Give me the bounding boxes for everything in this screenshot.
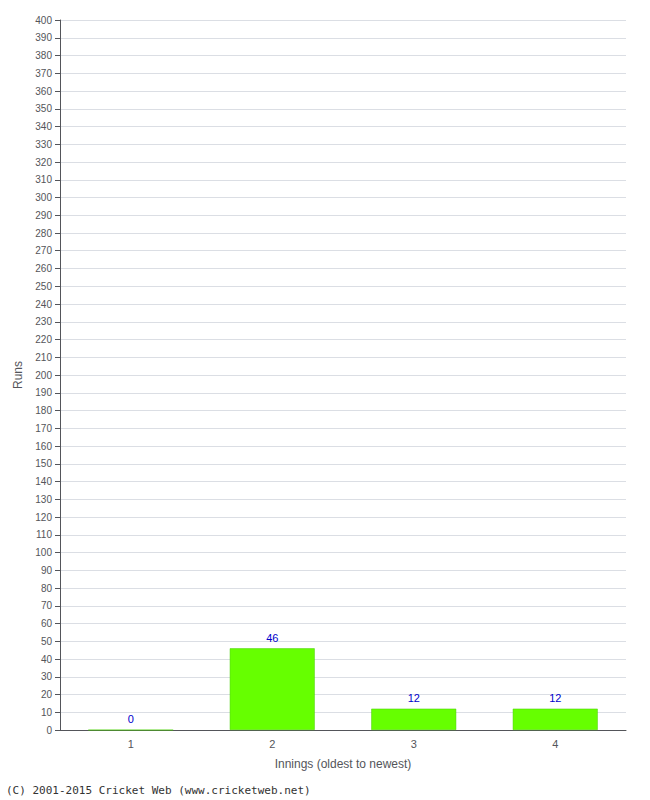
svg-text:250: 250 xyxy=(35,281,52,292)
svg-text:2: 2 xyxy=(269,738,275,750)
svg-text:340: 340 xyxy=(35,121,52,132)
svg-text:70: 70 xyxy=(41,600,53,611)
svg-text:(C) 2001-2015 Cricket Web (www: (C) 2001-2015 Cricket Web (www.cricketwe… xyxy=(6,784,311,797)
svg-text:50: 50 xyxy=(41,636,53,647)
svg-text:120: 120 xyxy=(35,512,52,523)
svg-text:100: 100 xyxy=(35,547,52,558)
svg-text:10: 10 xyxy=(41,707,53,718)
svg-text:150: 150 xyxy=(35,458,52,469)
svg-text:110: 110 xyxy=(36,529,52,540)
svg-text:320: 320 xyxy=(35,157,52,168)
svg-text:180: 180 xyxy=(35,405,52,416)
svg-text:30: 30 xyxy=(41,671,53,682)
svg-text:260: 260 xyxy=(35,263,52,274)
svg-text:190: 190 xyxy=(35,387,52,398)
svg-text:160: 160 xyxy=(35,441,52,452)
svg-text:390: 390 xyxy=(35,32,52,43)
svg-text:0: 0 xyxy=(46,725,52,736)
svg-text:4: 4 xyxy=(552,738,558,750)
svg-text:290: 290 xyxy=(35,210,52,221)
svg-text:370: 370 xyxy=(35,68,52,79)
svg-text:200: 200 xyxy=(35,370,52,381)
svg-text:12: 12 xyxy=(549,692,561,704)
svg-text:40: 40 xyxy=(41,654,53,665)
svg-text:Innings (oldest to newest): Innings (oldest to newest) xyxy=(275,757,412,771)
svg-text:280: 280 xyxy=(35,228,52,239)
svg-text:310: 310 xyxy=(35,174,52,185)
svg-text:350: 350 xyxy=(35,103,52,114)
svg-text:3: 3 xyxy=(411,738,417,750)
svg-text:360: 360 xyxy=(35,86,52,97)
svg-text:240: 240 xyxy=(35,299,52,310)
svg-text:230: 230 xyxy=(35,316,52,327)
svg-text:170: 170 xyxy=(35,423,52,434)
svg-text:Runs: Runs xyxy=(11,361,25,389)
svg-text:270: 270 xyxy=(35,245,52,256)
svg-text:1: 1 xyxy=(128,738,134,750)
svg-text:80: 80 xyxy=(41,583,53,594)
svg-text:46: 46 xyxy=(266,632,278,644)
svg-text:210: 210 xyxy=(35,352,52,363)
svg-text:60: 60 xyxy=(41,618,53,629)
svg-text:12: 12 xyxy=(408,692,420,704)
svg-text:400: 400 xyxy=(35,15,52,26)
svg-text:330: 330 xyxy=(35,139,52,150)
svg-text:380: 380 xyxy=(35,50,52,61)
svg-text:130: 130 xyxy=(35,494,52,505)
svg-text:0: 0 xyxy=(128,713,134,725)
svg-text:90: 90 xyxy=(41,565,53,576)
svg-text:220: 220 xyxy=(35,334,52,345)
svg-text:20: 20 xyxy=(41,689,53,700)
svg-text:140: 140 xyxy=(35,476,52,487)
svg-text:300: 300 xyxy=(35,192,52,203)
